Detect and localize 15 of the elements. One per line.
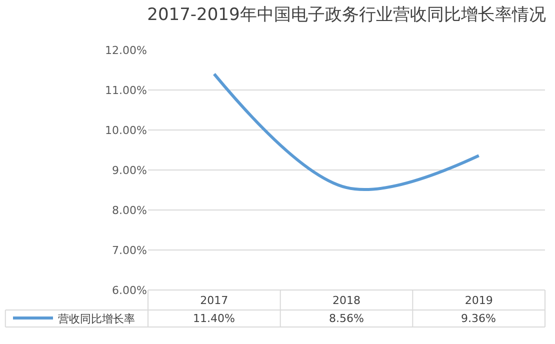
- y-tick-label: 7.00%: [112, 244, 147, 257]
- y-tick-label: 12.00%: [105, 44, 147, 57]
- x-tick-label: 2017: [200, 294, 228, 307]
- y-tick-label: 11.00%: [105, 84, 147, 97]
- data-label: 11.40%: [193, 312, 235, 325]
- data-label: 9.36%: [461, 312, 496, 325]
- x-tick-label: 2019: [464, 294, 493, 307]
- y-tick-label: 6.00%: [112, 284, 147, 297]
- chart-title: 2017-2019年中国电子政务行业营收同比增长率情况: [147, 4, 546, 25]
- x-tick-label: 2018: [332, 294, 360, 307]
- y-tick-label: 9.00%: [112, 164, 147, 177]
- legend-label: 营收同比增长率: [58, 312, 135, 326]
- y-tick-label: 8.00%: [112, 204, 147, 217]
- data-label: 8.56%: [329, 312, 364, 325]
- y-tick-label: 10.00%: [105, 124, 147, 137]
